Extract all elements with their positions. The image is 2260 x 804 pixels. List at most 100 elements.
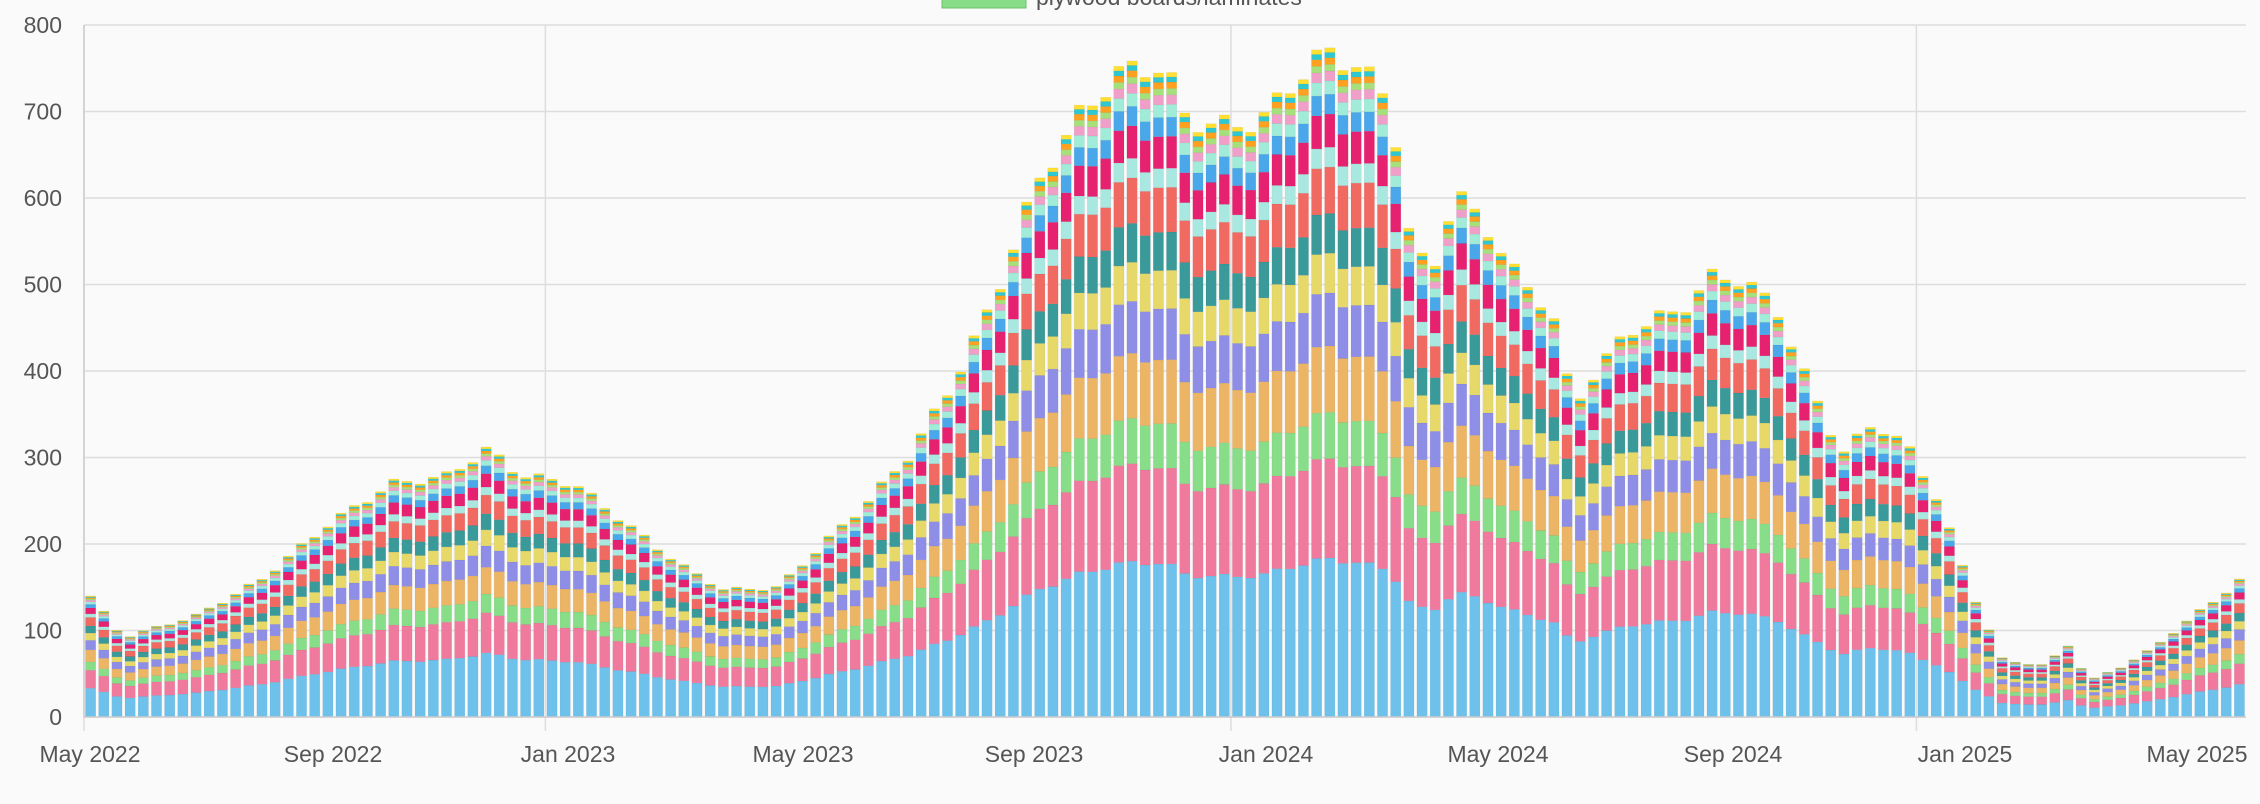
bar-segment-7[interactable]: [1535, 408, 1547, 434]
bar-segment-10[interactable]: [744, 601, 756, 609]
bar-segment-3[interactable]: [1614, 543, 1626, 571]
bar-segment-2[interactable]: [1456, 513, 1468, 593]
bar-segment-13[interactable]: [1192, 152, 1204, 162]
bar-segment-13[interactable]: [1166, 94, 1177, 105]
bar-segment-11[interactable]: [427, 493, 439, 502]
bar-segment-3[interactable]: [1232, 448, 1243, 490]
bar-segment-11[interactable]: [942, 417, 953, 428]
bar-segment-2[interactable]: [1614, 569, 1626, 627]
bar-segment-8[interactable]: [1574, 455, 1586, 478]
bar-segment-12[interactable]: [1456, 217, 1468, 229]
bar-segment-6[interactable]: [1970, 637, 1982, 645]
bar-segment-12[interactable]: [928, 423, 940, 431]
bar-segment-4[interactable]: [612, 607, 624, 628]
bar-segment-9[interactable]: [1245, 218, 1257, 237]
bar-segment-2[interactable]: [1522, 550, 1533, 616]
bar-segment-12[interactable]: [507, 484, 518, 490]
bar-segment-11[interactable]: [1047, 205, 1059, 223]
bar-segment-5[interactable]: [2207, 643, 2219, 654]
bar-segment-13[interactable]: [1759, 307, 1771, 315]
bar-segment-2[interactable]: [876, 625, 887, 662]
bar-segment-7[interactable]: [1759, 397, 1771, 424]
bar-segment-6[interactable]: [1060, 313, 1072, 349]
bar-segment-8[interactable]: [1403, 315, 1415, 350]
bar-segment-4[interactable]: [1574, 540, 1586, 573]
bar-segment-3[interactable]: [2009, 691, 2021, 697]
bar-segment-4[interactable]: [1983, 668, 1995, 678]
bar-segment-12[interactable]: [296, 551, 307, 556]
bar-segment-1[interactable]: [638, 673, 650, 718]
bar-segment-17[interactable]: [2207, 601, 2219, 604]
bar-segment-6[interactable]: [441, 546, 452, 562]
bar-segment-11[interactable]: [309, 549, 321, 556]
bar-segment-2[interactable]: [915, 607, 927, 650]
bar-segment-17[interactable]: [836, 524, 848, 526]
bar-segment-15[interactable]: [1205, 132, 1217, 139]
bar-segment-6[interactable]: [862, 567, 874, 581]
bar-segment-5[interactable]: [217, 644, 228, 655]
bar-segment-1[interactable]: [1746, 613, 1758, 718]
bar-segment-6[interactable]: [322, 584, 334, 597]
bar-segment-11[interactable]: [1746, 311, 1758, 326]
bar-segment-15[interactable]: [2194, 610, 2206, 613]
bar-segment-14[interactable]: [1060, 149, 1072, 156]
bar-segment-17[interactable]: [942, 395, 953, 399]
bar-segment-3[interactable]: [1073, 438, 1085, 481]
bar-segment-5[interactable]: [1930, 578, 1942, 597]
bar-segment-9[interactable]: [414, 518, 426, 526]
bar-segment-11[interactable]: [1416, 284, 1428, 300]
bar-segment-9[interactable]: [665, 582, 677, 588]
bar-segment-5[interactable]: [1706, 432, 1718, 469]
bar-segment-8[interactable]: [2036, 673, 2048, 678]
bar-segment-5[interactable]: [612, 592, 624, 609]
bar-segment-1[interactable]: [1653, 620, 1665, 718]
bar-segment-4[interactable]: [296, 620, 307, 639]
bar-segment-13[interactable]: [1403, 244, 1415, 253]
bar-segment-14[interactable]: [968, 344, 980, 350]
bar-segment-5[interactable]: [1113, 304, 1125, 357]
bar-segment-3[interactable]: [744, 658, 756, 668]
bar-segment-11[interactable]: [757, 598, 769, 604]
bar-segment-7[interactable]: [1324, 213, 1336, 254]
bar-segment-12[interactable]: [1034, 204, 1046, 216]
bar-segment-16[interactable]: [1443, 224, 1454, 229]
bar-segment-14[interactable]: [1627, 344, 1639, 349]
bar-segment-17[interactable]: [1087, 105, 1098, 111]
bar-segment-3[interactable]: [230, 660, 241, 670]
bar-segment-9[interactable]: [1495, 321, 1507, 337]
bar-segment-10[interactable]: [1403, 276, 1415, 302]
bar-segment-15[interactable]: [1495, 259, 1507, 265]
bar-segment-9[interactable]: [744, 607, 756, 613]
bar-segment-3[interactable]: [203, 667, 215, 676]
bar-segment-2[interactable]: [1377, 475, 1388, 570]
bar-segment-1[interactable]: [1021, 594, 1032, 718]
bar-segment-14[interactable]: [401, 486, 413, 490]
bar-segment-7[interactable]: [322, 573, 334, 586]
bar-segment-16[interactable]: [388, 480, 400, 483]
bar-segment-11[interactable]: [1627, 361, 1639, 374]
bar-segment-10[interactable]: [414, 506, 426, 519]
bar-segment-17[interactable]: [1614, 336, 1626, 340]
bar-segment-9[interactable]: [1363, 163, 1375, 183]
bar-segment-13[interactable]: [1218, 135, 1230, 145]
bar-segment-9[interactable]: [823, 562, 835, 569]
bar-segment-17[interactable]: [1443, 221, 1454, 226]
bar-segment-17[interactable]: [1258, 112, 1270, 117]
bar-segment-14[interactable]: [849, 521, 861, 525]
bar-segment-9[interactable]: [401, 516, 413, 524]
bar-segment-10[interactable]: [1535, 347, 1547, 369]
bar-segment-12[interactable]: [309, 545, 321, 550]
bar-segment-16[interactable]: [533, 475, 545, 478]
bar-segment-12[interactable]: [757, 596, 769, 600]
bar-segment-3[interactable]: [1298, 426, 1309, 472]
bar-segment-11[interactable]: [362, 517, 373, 524]
bar-segment-13[interactable]: [1482, 253, 1494, 262]
bar-segment-10[interactable]: [704, 597, 716, 605]
bar-segment-17[interactable]: [309, 536, 321, 539]
bar-segment-7[interactable]: [1034, 311, 1046, 344]
bar-segment-1[interactable]: [362, 665, 373, 718]
bar-segment-1[interactable]: [599, 667, 611, 718]
bar-segment-11[interactable]: [1588, 403, 1599, 414]
bar-segment-6[interactable]: [757, 628, 769, 637]
bar-segment-9[interactable]: [190, 629, 202, 633]
